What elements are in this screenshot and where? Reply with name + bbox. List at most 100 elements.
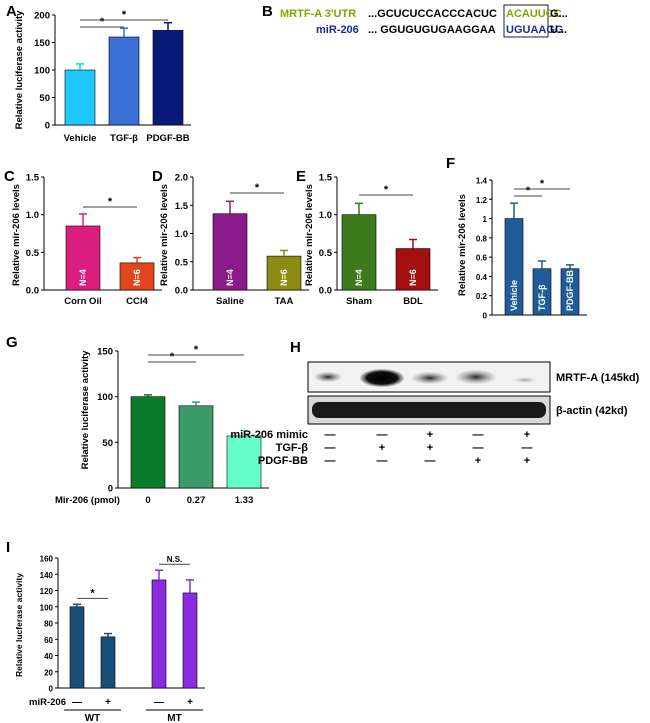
y-tick-label: 60: [44, 636, 53, 645]
bar: [182, 592, 198, 689]
significance-label: *: [384, 184, 389, 196]
y-tick-label: 0.4: [476, 273, 488, 282]
seed-box: [503, 4, 549, 38]
sign: —: [325, 455, 336, 467]
mrtf-a-band: [456, 370, 496, 384]
western-blot: MRTF-A (145kd) β-actin (42kd) miR-206 mi…: [230, 361, 640, 467]
panel-label-d: D: [152, 168, 163, 185]
bar-label: N=4: [225, 269, 235, 286]
panel-label-a: A: [6, 3, 17, 20]
group-label: MT: [167, 713, 181, 723]
y-tick-label: 1: [483, 215, 488, 224]
mrtf-a-band: [513, 377, 537, 383]
y-axis-label: Relative luciferase activity: [14, 10, 25, 130]
chart-g: Relative luciferase activity Mir-206 (pm…: [55, 344, 269, 506]
mirna-prefix: ... GGUGUGUGAAGGAA: [368, 24, 496, 36]
sign: —: [377, 455, 388, 467]
bar: [100, 636, 116, 689]
bar: [226, 435, 262, 489]
y-tick-label: 20: [44, 668, 53, 677]
y-tick-label: 50: [102, 438, 113, 449]
y-tick-label: 100: [34, 66, 50, 77]
x-tick-label: PDGF-BB: [146, 133, 189, 144]
sign: +: [427, 429, 433, 441]
y-tick-label: 0.0: [175, 286, 188, 297]
sign: +: [427, 442, 433, 454]
bar: [64, 69, 96, 126]
sign: —: [425, 455, 436, 467]
mirna-suffix: U...: [550, 24, 567, 36]
y-tick-label: 120: [40, 587, 54, 596]
y-tick-label: 0: [45, 121, 50, 132]
y-tick-label: 0.0: [26, 286, 39, 297]
bar: [65, 225, 101, 291]
y-tick-label: 150: [34, 38, 50, 49]
bar: [178, 405, 214, 489]
significance-label: *: [194, 344, 199, 356]
x-tick-label: +: [105, 697, 111, 708]
x-tick-label: Corn Oil: [64, 296, 101, 307]
y-axis-label: Relative mir-206 levels: [159, 184, 170, 286]
bar-label: TGF-β: [537, 284, 547, 311]
chart-c: Relative mir-206 levels 0.0 0.5 1.0 1.5 Corn…: [11, 173, 162, 307]
significance-label: *: [170, 351, 175, 363]
chart-a: Relative luciferase activity 0 50 100 150 20…: [14, 9, 191, 144]
x-tick-label: Sham: [346, 296, 372, 307]
panel-label-h: H: [290, 339, 301, 356]
row-label-tgf-beta: TGF-β: [276, 442, 309, 454]
y-tick-label: 0.5: [26, 248, 40, 259]
x-tick-label: +: [187, 697, 193, 708]
y-tick-label: 50: [39, 93, 50, 104]
y-axis-label: Relative mir-206 levels: [304, 184, 315, 286]
x-tick-label: TGF-β: [110, 133, 138, 144]
plot-area: 0 20 40 60 80 100 120 140 160 — + — + * N.S. WT MT: [40, 555, 205, 723]
significance-label: *: [90, 587, 95, 599]
y-tick-label: 1.0: [175, 229, 188, 240]
band-label-mrtf-a: MRTF-A (145kd): [556, 372, 640, 384]
y-axis-label: Relative mir-206 levels: [11, 184, 22, 286]
bar-label: N=6: [279, 269, 289, 286]
mrtf-a-band: [360, 369, 404, 387]
y-tick-label: 1.0: [26, 210, 39, 221]
y-tick-label: 1.0: [319, 210, 332, 221]
x-tick-label: BDL: [403, 296, 423, 307]
mrtf-a-band: [412, 372, 448, 384]
utr-prefix: ...GCUCUCCACCCACUC: [368, 8, 497, 20]
row-label-pdgf-bb: PDGF-BB: [258, 455, 308, 467]
mirna-boxed: UGUAAGG: [506, 24, 563, 36]
panel-label-b: B: [262, 3, 273, 20]
plot-area: 0.0 0.5 1.0 1.5 2.0 Saline N=4 TAA N=6 *: [175, 173, 309, 307]
bar-label: N=4: [354, 269, 364, 286]
y-tick-label: 140: [40, 571, 54, 580]
sign: +: [379, 442, 385, 454]
panel-label-g: G: [6, 334, 18, 351]
x-tick-label: Saline: [216, 296, 244, 307]
bar: [69, 606, 85, 689]
y-tick-label: 80: [44, 620, 53, 629]
significance-label: N.S.: [167, 555, 183, 564]
mrtf-a-band: [314, 372, 342, 382]
y-axis-label: Relative mir-206 levels: [457, 194, 468, 296]
bar-label: N=6: [408, 269, 418, 286]
sign: —: [473, 442, 484, 454]
bar-label: N=6: [132, 269, 142, 286]
x-tick-label: 0.27: [187, 495, 206, 506]
y-tick-label: 40: [44, 652, 53, 661]
bar: [130, 396, 166, 489]
chart-i: Relative lucferase activity miR-206 0 20 4…: [14, 555, 205, 723]
y-tick-label: 100: [97, 392, 113, 403]
x-tick-label: —: [72, 697, 82, 708]
bar: [395, 248, 431, 291]
plot-area: 0.0 0.5 1.0 1.5 Corn Oil N=4 CCl4 N=6 *: [26, 173, 162, 307]
significance-label: *: [122, 9, 127, 21]
significance-label: *: [108, 196, 113, 208]
y-tick-label: 0: [108, 484, 113, 495]
panel-label-c: C: [4, 168, 15, 185]
bar-label: Vehicle: [509, 280, 519, 311]
mirna-name: miR-206: [316, 24, 359, 36]
y-tick-label: 0: [483, 312, 488, 321]
y-tick-label: 0.6: [476, 254, 488, 263]
sign: +: [475, 455, 481, 467]
y-tick-label: 1.4: [476, 177, 488, 186]
